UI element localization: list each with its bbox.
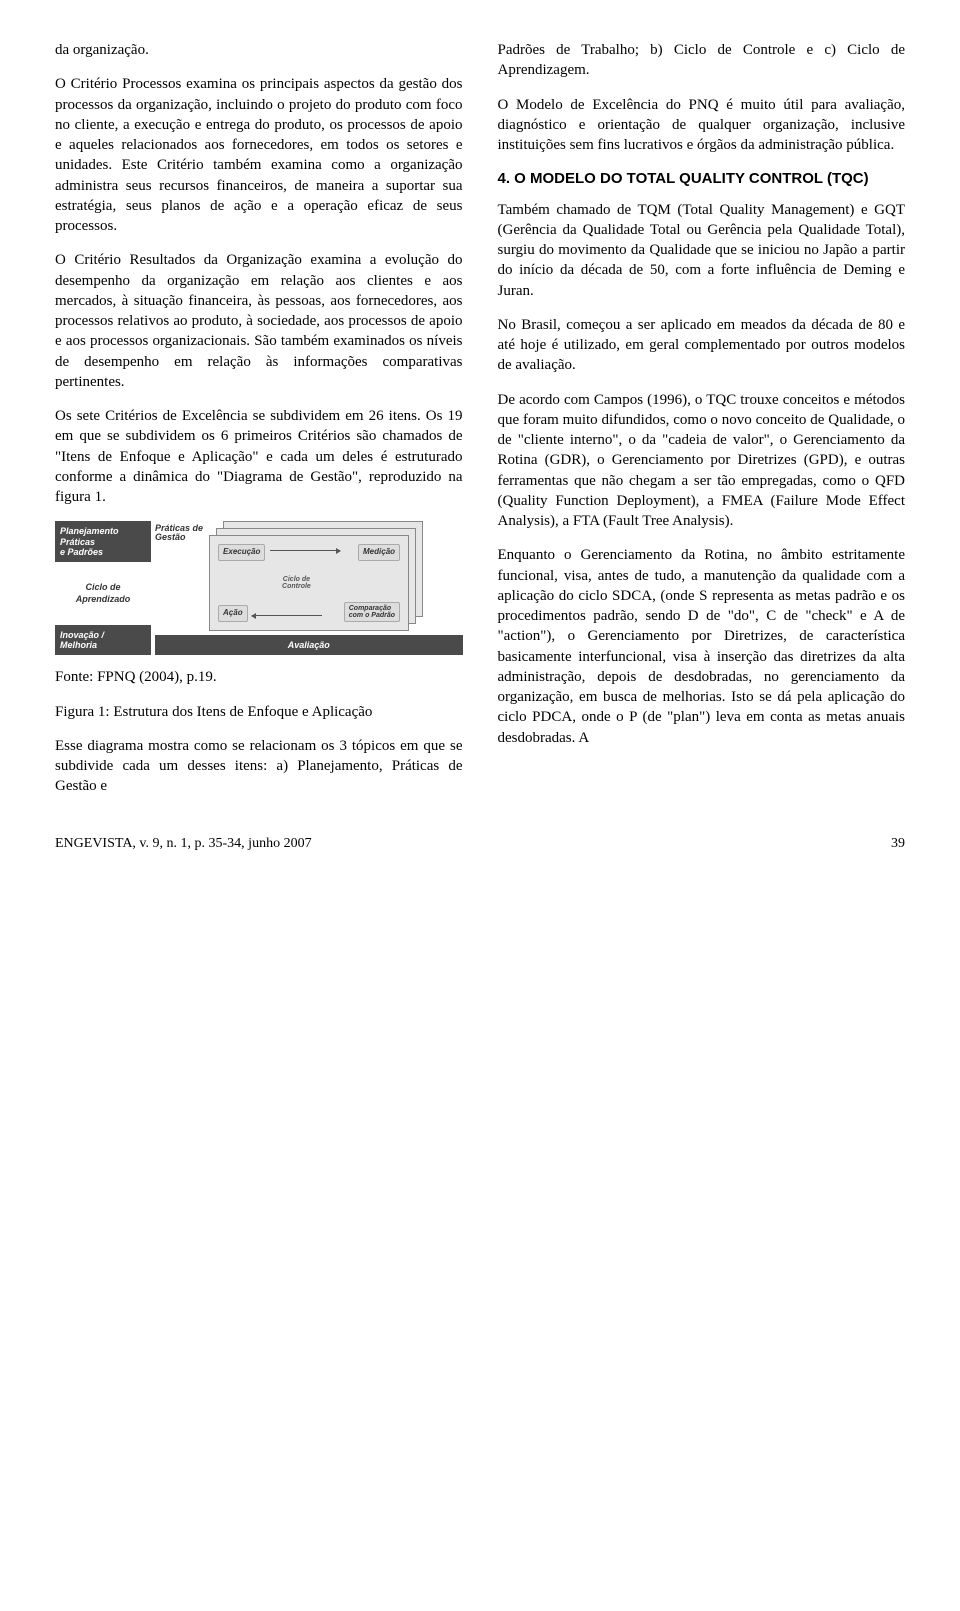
paragraph: No Brasil, começou a ser aplicado em mea…: [498, 315, 906, 376]
figure-caption: Figura 1: Estrutura dos Itens de Enfoque…: [55, 702, 463, 722]
avaliacao-box: Avaliação: [155, 635, 463, 655]
paragraph: Também chamado de TQM (Total Quality Man…: [498, 200, 906, 301]
figure-right-top: Práticas de Gestão Execução Medição Cicl…: [155, 521, 463, 631]
learning-cycle-label: Ciclo de Aprendizado: [55, 577, 151, 609]
paragraph: Enquanto o Gerenciamento da Rotina, no â…: [498, 545, 906, 748]
footer-citation: ENGEVISTA, v. 9, n. 1, p. 35-34, junho 2…: [55, 835, 312, 854]
figure-source: Fonte: FPNQ (2004), p.19.: [55, 667, 463, 687]
paragraph: O Modelo de Excelência do PNQ é muito út…: [498, 95, 906, 156]
two-column-layout: da organização. O Critério Processos exa…: [55, 40, 905, 811]
paragraph: Esse diagrama mostra como se relacionam …: [55, 736, 463, 797]
page-number: 39: [891, 835, 905, 854]
left-column: da organização. O Critério Processos exa…: [55, 40, 463, 811]
paragraph: De acordo com Campos (1996), o TQC troux…: [498, 390, 906, 532]
figure-card-stack: Execução Medição Ciclo de Controle Ação …: [209, 521, 462, 631]
planning-box: Planejamento Práticas e Padrões: [55, 521, 151, 562]
figure-body: Planejamento Práticas e Padrões Ciclo de…: [55, 521, 463, 655]
ciclo-controle-label: Ciclo de Controle: [282, 576, 311, 590]
paragraph: Os sete Critérios de Excelência se subdi…: [55, 406, 463, 507]
paragraph: O Critério Processos examina os principa…: [55, 74, 463, 236]
paragraph: O Critério Resultados da Organização exa…: [55, 250, 463, 392]
innovation-box: Inovação / Melhoria: [55, 625, 151, 656]
figure-left-labels: Planejamento Práticas e Padrões Ciclo de…: [55, 521, 151, 655]
page-footer: ENGEVISTA, v. 9, n. 1, p. 35-34, junho 2…: [55, 835, 905, 854]
medicao-cell: Medição: [358, 544, 400, 561]
section-heading: 4. O MODELO DO TOTAL QUALITY CONTROL (TQ…: [498, 169, 906, 189]
figure-right-area: Práticas de Gestão Execução Medição Cicl…: [155, 521, 463, 655]
comparacao-cell: Comparação com o Padrão: [344, 602, 400, 623]
arrow-icon: [270, 550, 340, 551]
paragraph: Padrões de Trabalho; b) Ciclo de Control…: [498, 40, 906, 81]
paragraph: da organização.: [55, 40, 463, 60]
figure-1: Planejamento Práticas e Padrões Ciclo de…: [55, 521, 463, 655]
right-column: Padrões de Trabalho; b) Ciclo de Control…: [498, 40, 906, 811]
stack-card-front: Execução Medição Ciclo de Controle Ação …: [209, 535, 409, 631]
practices-label: Práticas de Gestão: [155, 521, 203, 542]
acao-cell: Ação: [218, 605, 248, 622]
execucao-cell: Execução: [218, 544, 265, 561]
arrow-icon: [252, 615, 322, 616]
